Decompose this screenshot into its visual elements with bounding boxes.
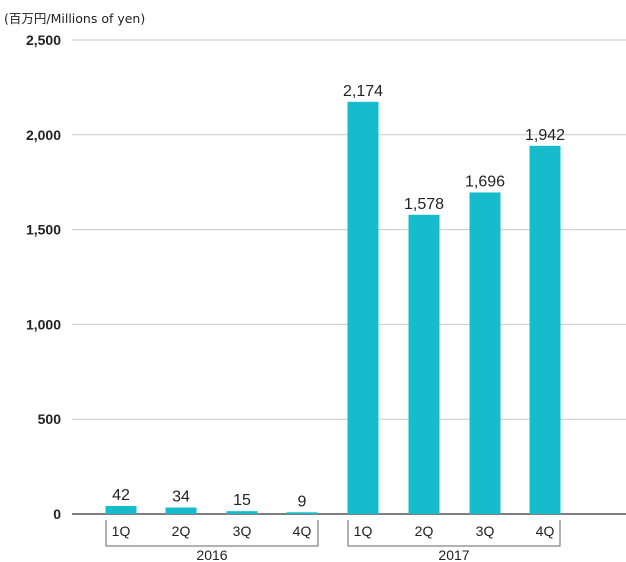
bar: [469, 192, 501, 514]
x-tick-label: 1Q: [112, 523, 131, 539]
unit-label: (百万円/Millions of yen): [4, 11, 146, 26]
x-tick-label: 4Q: [293, 523, 312, 539]
group-label: 2017: [438, 547, 469, 562]
bar: [165, 507, 197, 514]
x-tick-label: 2Q: [415, 523, 434, 539]
data-label: 1,942: [525, 127, 565, 144]
y-tick-label: 500: [38, 411, 62, 427]
bar: [105, 506, 137, 514]
x-tick-label: 3Q: [476, 523, 495, 539]
x-tick-label: 3Q: [233, 523, 252, 539]
bar: [347, 101, 379, 514]
bar: [226, 511, 258, 514]
bar: [286, 512, 318, 514]
data-label: 9: [298, 493, 307, 510]
bar: [408, 214, 440, 514]
data-label: 2,174: [343, 83, 383, 100]
data-label: 42: [112, 487, 130, 504]
x-tick-label: 4Q: [536, 523, 555, 539]
x-tick-label: 1Q: [354, 523, 373, 539]
data-label: 1,696: [465, 173, 505, 190]
y-tick-label: 2,500: [26, 32, 61, 48]
bar: [529, 145, 561, 514]
y-tick-label: 1,000: [26, 316, 61, 332]
group-label: 2016: [196, 547, 227, 562]
x-tick-label: 2Q: [172, 523, 191, 539]
data-label: 34: [172, 489, 190, 506]
y-tick-label: 2,000: [26, 127, 61, 143]
y-tick-label: 1,500: [26, 222, 61, 238]
data-label: 15: [233, 492, 251, 509]
y-tick-label: 0: [53, 506, 61, 522]
group-bracket: [105, 520, 319, 547]
data-label: 1,578: [404, 196, 444, 213]
group-bracket: [347, 520, 561, 547]
